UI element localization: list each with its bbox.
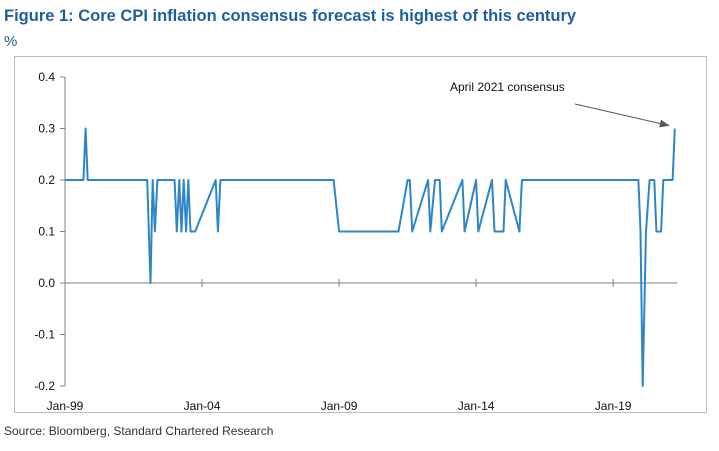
figure-title: Figure 1: Core CPI inflation consensus f… <box>4 7 577 25</box>
x-tick-label: Jan-09 <box>321 399 358 413</box>
source-note: Source: Bloomberg, Standard Chartered Re… <box>4 424 274 438</box>
x-tick-label: Jan-19 <box>595 399 632 413</box>
x-tick-label: Jan-99 <box>47 399 84 413</box>
annotation-group: April 2021 consensus <box>450 80 670 128</box>
y-tick-label: 0.3 <box>38 122 55 136</box>
x-tick-label: Jan-04 <box>184 399 221 413</box>
axes-group: 0.4 0.3 0.2 0.1 0.0 -0.1 -0.2 Jan-99 Jan-04 Jan-0… <box>34 70 677 413</box>
y-tick-label: -0.1 <box>34 328 55 342</box>
y-tick-label: 0.1 <box>38 225 55 239</box>
chart-frame <box>14 56 707 413</box>
series-group <box>65 127 676 387</box>
y-unit-label: % <box>4 33 18 50</box>
series-line <box>65 127 676 387</box>
y-tick-label: 0.0 <box>38 276 55 290</box>
y-tick-label: -0.2 <box>34 379 55 393</box>
annotation-label: April 2021 consensus <box>450 80 565 94</box>
x-tick-label: Jan-14 <box>458 399 495 413</box>
annotation-arrow <box>574 103 670 128</box>
y-tick-label: 0.2 <box>38 173 55 187</box>
y-tick-label: 0.4 <box>38 70 55 84</box>
